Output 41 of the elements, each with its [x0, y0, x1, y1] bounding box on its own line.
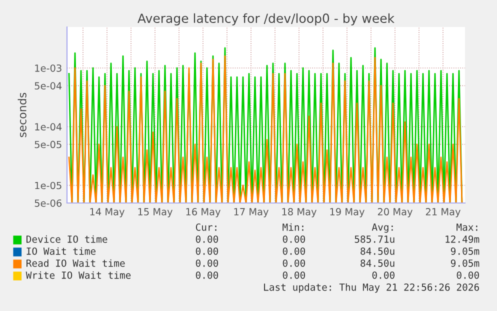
text: 0.00: [282, 235, 306, 243]
text: 9.05m: [450, 259, 480, 267]
text: 0.00: [282, 259, 306, 267]
x-tick-label: 17 May: [234, 208, 268, 218]
legend-label: Device IO time: [26, 235, 108, 243]
x-tick-label: 18 May: [282, 208, 316, 218]
legend-label: IO Wait time: [26, 247, 96, 255]
y-tick-label: 5e-06: [34, 199, 62, 207]
y-tick-label: 1e-03: [35, 64, 62, 72]
text: 12.49m: [446, 235, 480, 243]
chart-title: Average latency for /dev/loop0 - by week: [138, 13, 394, 26]
text: 0.00: [372, 271, 394, 279]
text: 585.71u: [354, 235, 394, 243]
text: Avg:: [372, 224, 393, 233]
y-axis-title: seconds: [18, 92, 26, 138]
text: 0.00: [196, 235, 218, 243]
text: 0.00: [196, 271, 218, 279]
text: 0.00: [456, 271, 479, 279]
text: Cur:: [196, 223, 216, 231]
x-tick-label: 20 May: [378, 208, 412, 218]
legend-label: Read IO Wait time: [26, 259, 125, 267]
y-tick-label: 1e-04: [35, 123, 62, 131]
text: 0.00: [282, 271, 306, 279]
x-tick-label: 15 May: [138, 208, 172, 218]
y-tick-label: 5e-04: [34, 82, 62, 90]
text: 84.50u: [360, 247, 394, 255]
text: 84.50u: [360, 259, 394, 267]
text: 9.05m: [450, 247, 480, 255]
text: Max:: [456, 224, 478, 231]
text: 0.00: [196, 259, 218, 267]
y-tick-label: 1e-05: [35, 182, 62, 190]
text: Min:: [282, 223, 304, 231]
text: 0.00: [196, 247, 218, 255]
x-tick-label: 19 May: [330, 208, 364, 218]
legend-label: Write IO Wait time: [26, 271, 131, 279]
x-tick-label: 16 May: [186, 208, 220, 218]
x-tick-label: 21 May: [426, 208, 460, 218]
text: Last update: Thu May 21 22:56:26 2026: [264, 283, 479, 293]
text: 0.00: [282, 247, 306, 255]
y-tick-label: 5e-05: [34, 140, 62, 148]
x-tick-label: 14 May: [90, 208, 124, 218]
